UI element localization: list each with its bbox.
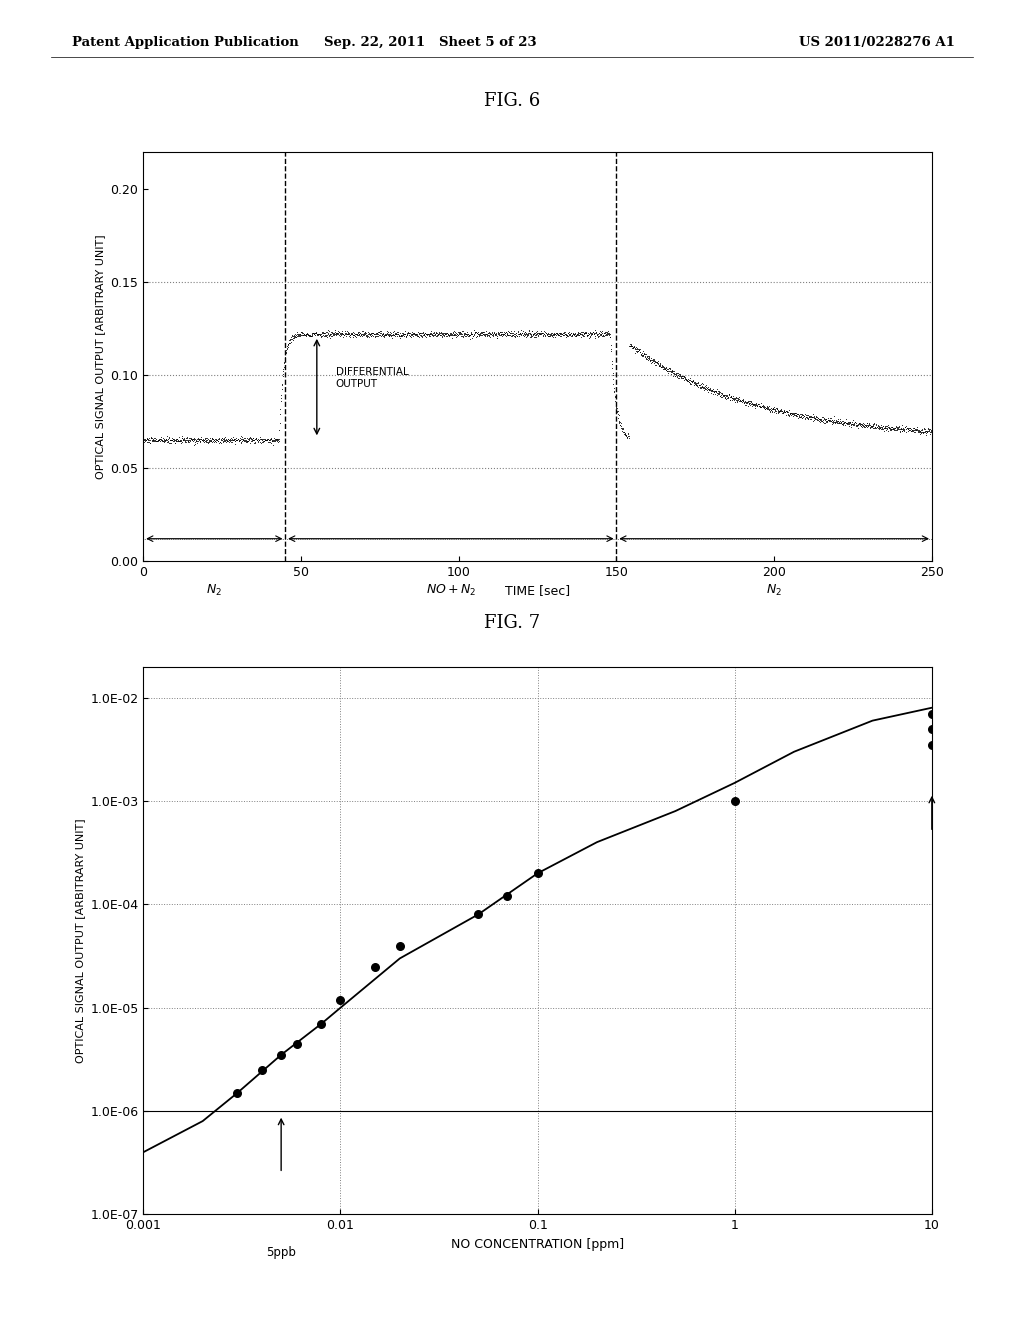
Point bbox=[529, 863, 546, 884]
Text: 5ppb: 5ppb bbox=[266, 1246, 296, 1258]
Point bbox=[924, 734, 940, 755]
Point bbox=[470, 904, 486, 925]
Text: Sep. 22, 2011   Sheet 5 of 23: Sep. 22, 2011 Sheet 5 of 23 bbox=[324, 36, 537, 49]
Text: FIG. 7: FIG. 7 bbox=[484, 614, 540, 632]
Text: $N_2$: $N_2$ bbox=[207, 583, 222, 598]
Point bbox=[289, 1034, 305, 1055]
X-axis label: TIME [sec]: TIME [sec] bbox=[505, 585, 570, 598]
Y-axis label: OPTICAL SIGNAL OUTPUT [ARBITRARY UNIT]: OPTICAL SIGNAL OUTPUT [ARBITRARY UNIT] bbox=[95, 234, 104, 479]
Point bbox=[924, 718, 940, 739]
Point bbox=[727, 791, 743, 812]
X-axis label: NO CONCENTRATION [ppm]: NO CONCENTRATION [ppm] bbox=[451, 1238, 625, 1251]
Point bbox=[332, 989, 348, 1010]
Text: US 2011/0228276 A1: US 2011/0228276 A1 bbox=[799, 36, 954, 49]
Point bbox=[924, 704, 940, 725]
Y-axis label: OPTICAL SIGNAL OUTPUT [ARBITRARY UNIT]: OPTICAL SIGNAL OUTPUT [ARBITRARY UNIT] bbox=[75, 818, 85, 1063]
Point bbox=[499, 886, 515, 907]
Point bbox=[273, 1044, 290, 1065]
Point bbox=[254, 1060, 270, 1081]
Text: $N_2$: $N_2$ bbox=[766, 583, 782, 598]
Point bbox=[391, 935, 408, 956]
Point bbox=[367, 956, 383, 977]
Text: $NO+N_2$: $NO+N_2$ bbox=[426, 583, 476, 598]
Point bbox=[313, 1014, 330, 1035]
Text: FIG. 6: FIG. 6 bbox=[484, 92, 540, 111]
Point bbox=[229, 1082, 246, 1104]
Text: Patent Application Publication: Patent Application Publication bbox=[72, 36, 298, 49]
Text: DIFFERENTIAL
OUTPUT: DIFFERENTIAL OUTPUT bbox=[336, 367, 409, 388]
